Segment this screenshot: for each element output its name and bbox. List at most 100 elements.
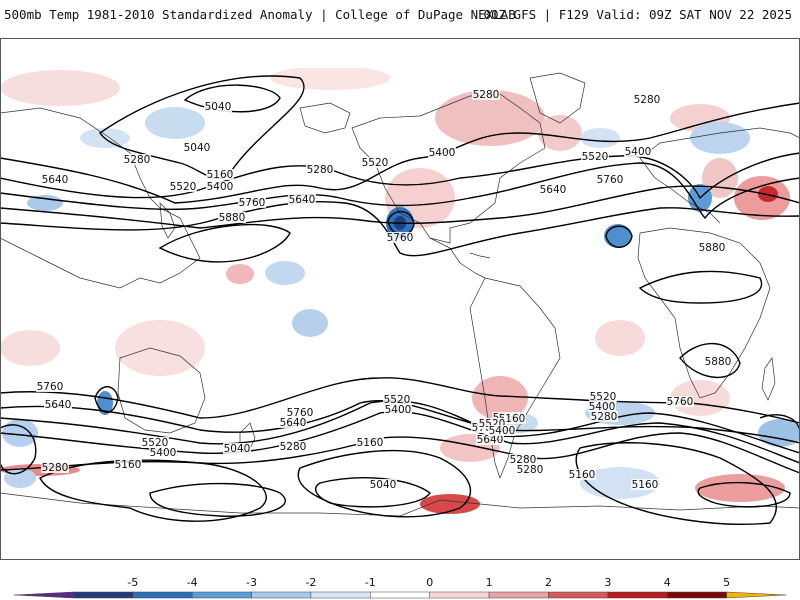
contour-label: 5760 (667, 396, 694, 408)
contour-label: 5280 (591, 411, 618, 423)
contour-label-bg (361, 157, 389, 168)
colorbar-segment (429, 591, 490, 599)
contour-label-bg (279, 441, 307, 452)
coastline-europe (639, 127, 800, 159)
contour-label-bg (44, 399, 72, 410)
contour-label-bg (141, 437, 169, 448)
contour-5520-nh (0, 162, 800, 220)
cold-anomaly-region (27, 195, 63, 211)
contour-label-bg (114, 459, 142, 470)
contour-label: 5640 (477, 434, 504, 446)
contour-label-bg (183, 142, 211, 153)
colorbar-segment (488, 591, 549, 599)
contour-label-bg (509, 454, 537, 465)
coastline-central-america (429, 237, 486, 279)
coastline-asia (0, 107, 201, 289)
contour-5400-nh (0, 152, 800, 200)
contour-label-bg (596, 174, 624, 185)
warm-anomaly-region (758, 186, 778, 202)
contour-5880-africa (638, 270, 763, 304)
contour-label: 5520 (142, 437, 169, 449)
coastline-greenland (529, 72, 586, 124)
contour-label: 5400 (150, 447, 177, 459)
colorbar-tick-label: 5 (723, 576, 730, 589)
contour-label-bg (169, 181, 197, 192)
contour-label-bg (633, 94, 661, 105)
warm-anomaly-region (472, 376, 528, 420)
colorbar-tick-label: -2 (305, 576, 316, 589)
colorbar-segment (607, 591, 668, 599)
coastline-africa (637, 227, 771, 399)
contour-label-bg (288, 194, 316, 205)
contour-label-bg (206, 169, 234, 180)
contour-label: 5760 (239, 197, 266, 209)
no-data-band (0, 530, 800, 560)
model-run-info: 00Z GFS | F129 Valid: 09Z SAT NOV 22 202… (483, 7, 792, 22)
map-background (0, 38, 800, 560)
colorbar-segment (13, 591, 74, 599)
contour-5040-sh (149, 482, 287, 517)
contour-label: 5280 (473, 89, 500, 101)
colorbar-tick-label: -1 (365, 576, 376, 589)
colorbar-segments (13, 591, 787, 599)
colorbar-tick-label: -3 (246, 576, 257, 589)
colorbar-tick-label: -4 (187, 576, 198, 589)
warm-anomaly-region (0, 70, 120, 106)
contour-label: 5040 (370, 479, 397, 491)
contour-label: 5520 (362, 157, 389, 169)
cold-anomaly-region (758, 419, 800, 447)
contour-label: 5160 (115, 459, 142, 471)
contour-label-bg (204, 101, 232, 112)
contour-label-bg (123, 154, 151, 165)
contour-label-bg (624, 146, 652, 157)
contour-5640-sh (0, 399, 800, 444)
cold-anomaly-region (4, 468, 36, 488)
contour-closed-low-indian (0, 424, 37, 475)
contour-label: 5280 (517, 464, 544, 476)
contour-label-bg (476, 434, 504, 445)
contour-label: 5040 (184, 142, 211, 154)
coastline-antarctica (0, 492, 800, 517)
contour-label-bg (666, 396, 694, 407)
contour-label: 5520 (590, 391, 617, 403)
contour-label: 5400 (385, 404, 412, 416)
contour-label-bg (286, 407, 314, 418)
contour-label-bg (369, 479, 397, 490)
contour-label: 5520 (582, 151, 609, 163)
coastline-caribbean (469, 252, 491, 259)
contour-label-bg (588, 401, 616, 412)
warm-anomaly-region (695, 474, 785, 502)
contour-5040-sh-pacific (315, 477, 431, 508)
warm-anomaly-region (0, 330, 60, 366)
contour-label: 5400 (625, 146, 652, 158)
contour-label: 5880 (705, 356, 732, 368)
contour-label-bg (568, 469, 596, 480)
colorbar-segment (370, 591, 430, 599)
contour-label: 5160 (357, 437, 384, 449)
contour-label: 5760 (37, 381, 64, 393)
contour-label: 5160 (207, 169, 234, 181)
contour-label: 5400 (429, 147, 456, 159)
warm-anomaly-region (270, 66, 390, 90)
contour-label-bg (384, 404, 412, 415)
coastline-north-america (351, 93, 546, 244)
contour-5880-nh (158, 223, 291, 263)
cold-anomaly-region (604, 224, 632, 248)
warm-anomaly-region (595, 320, 645, 356)
contour-label-bg (488, 425, 516, 436)
contour-label: 5640 (289, 194, 316, 206)
contour-label: 5400 (489, 425, 516, 437)
contour-label: 5880 (219, 212, 246, 224)
cold-anomaly-region (145, 107, 205, 139)
contour-label-bg (539, 184, 567, 195)
contour-label-bg (704, 356, 732, 367)
colorbar-tick-label: 2 (545, 576, 552, 589)
contour-label-bg (589, 391, 617, 402)
colorbar-tick-labels: -5 -4 -3 -2 -1 0 1 2 3 4 5 (127, 576, 730, 589)
coastline-australia (117, 347, 206, 434)
contour-label: 5160 (569, 469, 596, 481)
contour-label-bg (223, 443, 251, 454)
colorbar: -5 -4 -3 -2 -1 0 1 2 3 4 5 (13, 576, 787, 599)
contour-5520-sh (0, 400, 800, 454)
